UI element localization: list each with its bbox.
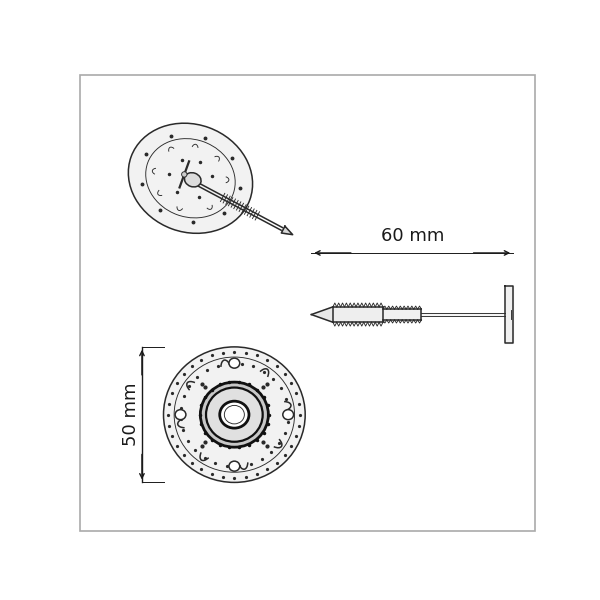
Ellipse shape bbox=[175, 410, 186, 419]
Polygon shape bbox=[333, 307, 383, 322]
Ellipse shape bbox=[200, 382, 268, 447]
Ellipse shape bbox=[206, 388, 263, 442]
Polygon shape bbox=[311, 307, 333, 322]
Polygon shape bbox=[421, 313, 505, 316]
Polygon shape bbox=[383, 309, 421, 320]
Text: 60 mm: 60 mm bbox=[380, 227, 444, 245]
Ellipse shape bbox=[229, 461, 240, 471]
Ellipse shape bbox=[283, 410, 293, 419]
Ellipse shape bbox=[164, 347, 305, 482]
Ellipse shape bbox=[184, 173, 201, 187]
Circle shape bbox=[182, 172, 187, 177]
Ellipse shape bbox=[220, 401, 249, 428]
Polygon shape bbox=[505, 286, 513, 343]
Ellipse shape bbox=[229, 358, 240, 368]
Text: 50 mm: 50 mm bbox=[122, 383, 140, 446]
Polygon shape bbox=[281, 226, 293, 235]
Ellipse shape bbox=[128, 123, 253, 233]
